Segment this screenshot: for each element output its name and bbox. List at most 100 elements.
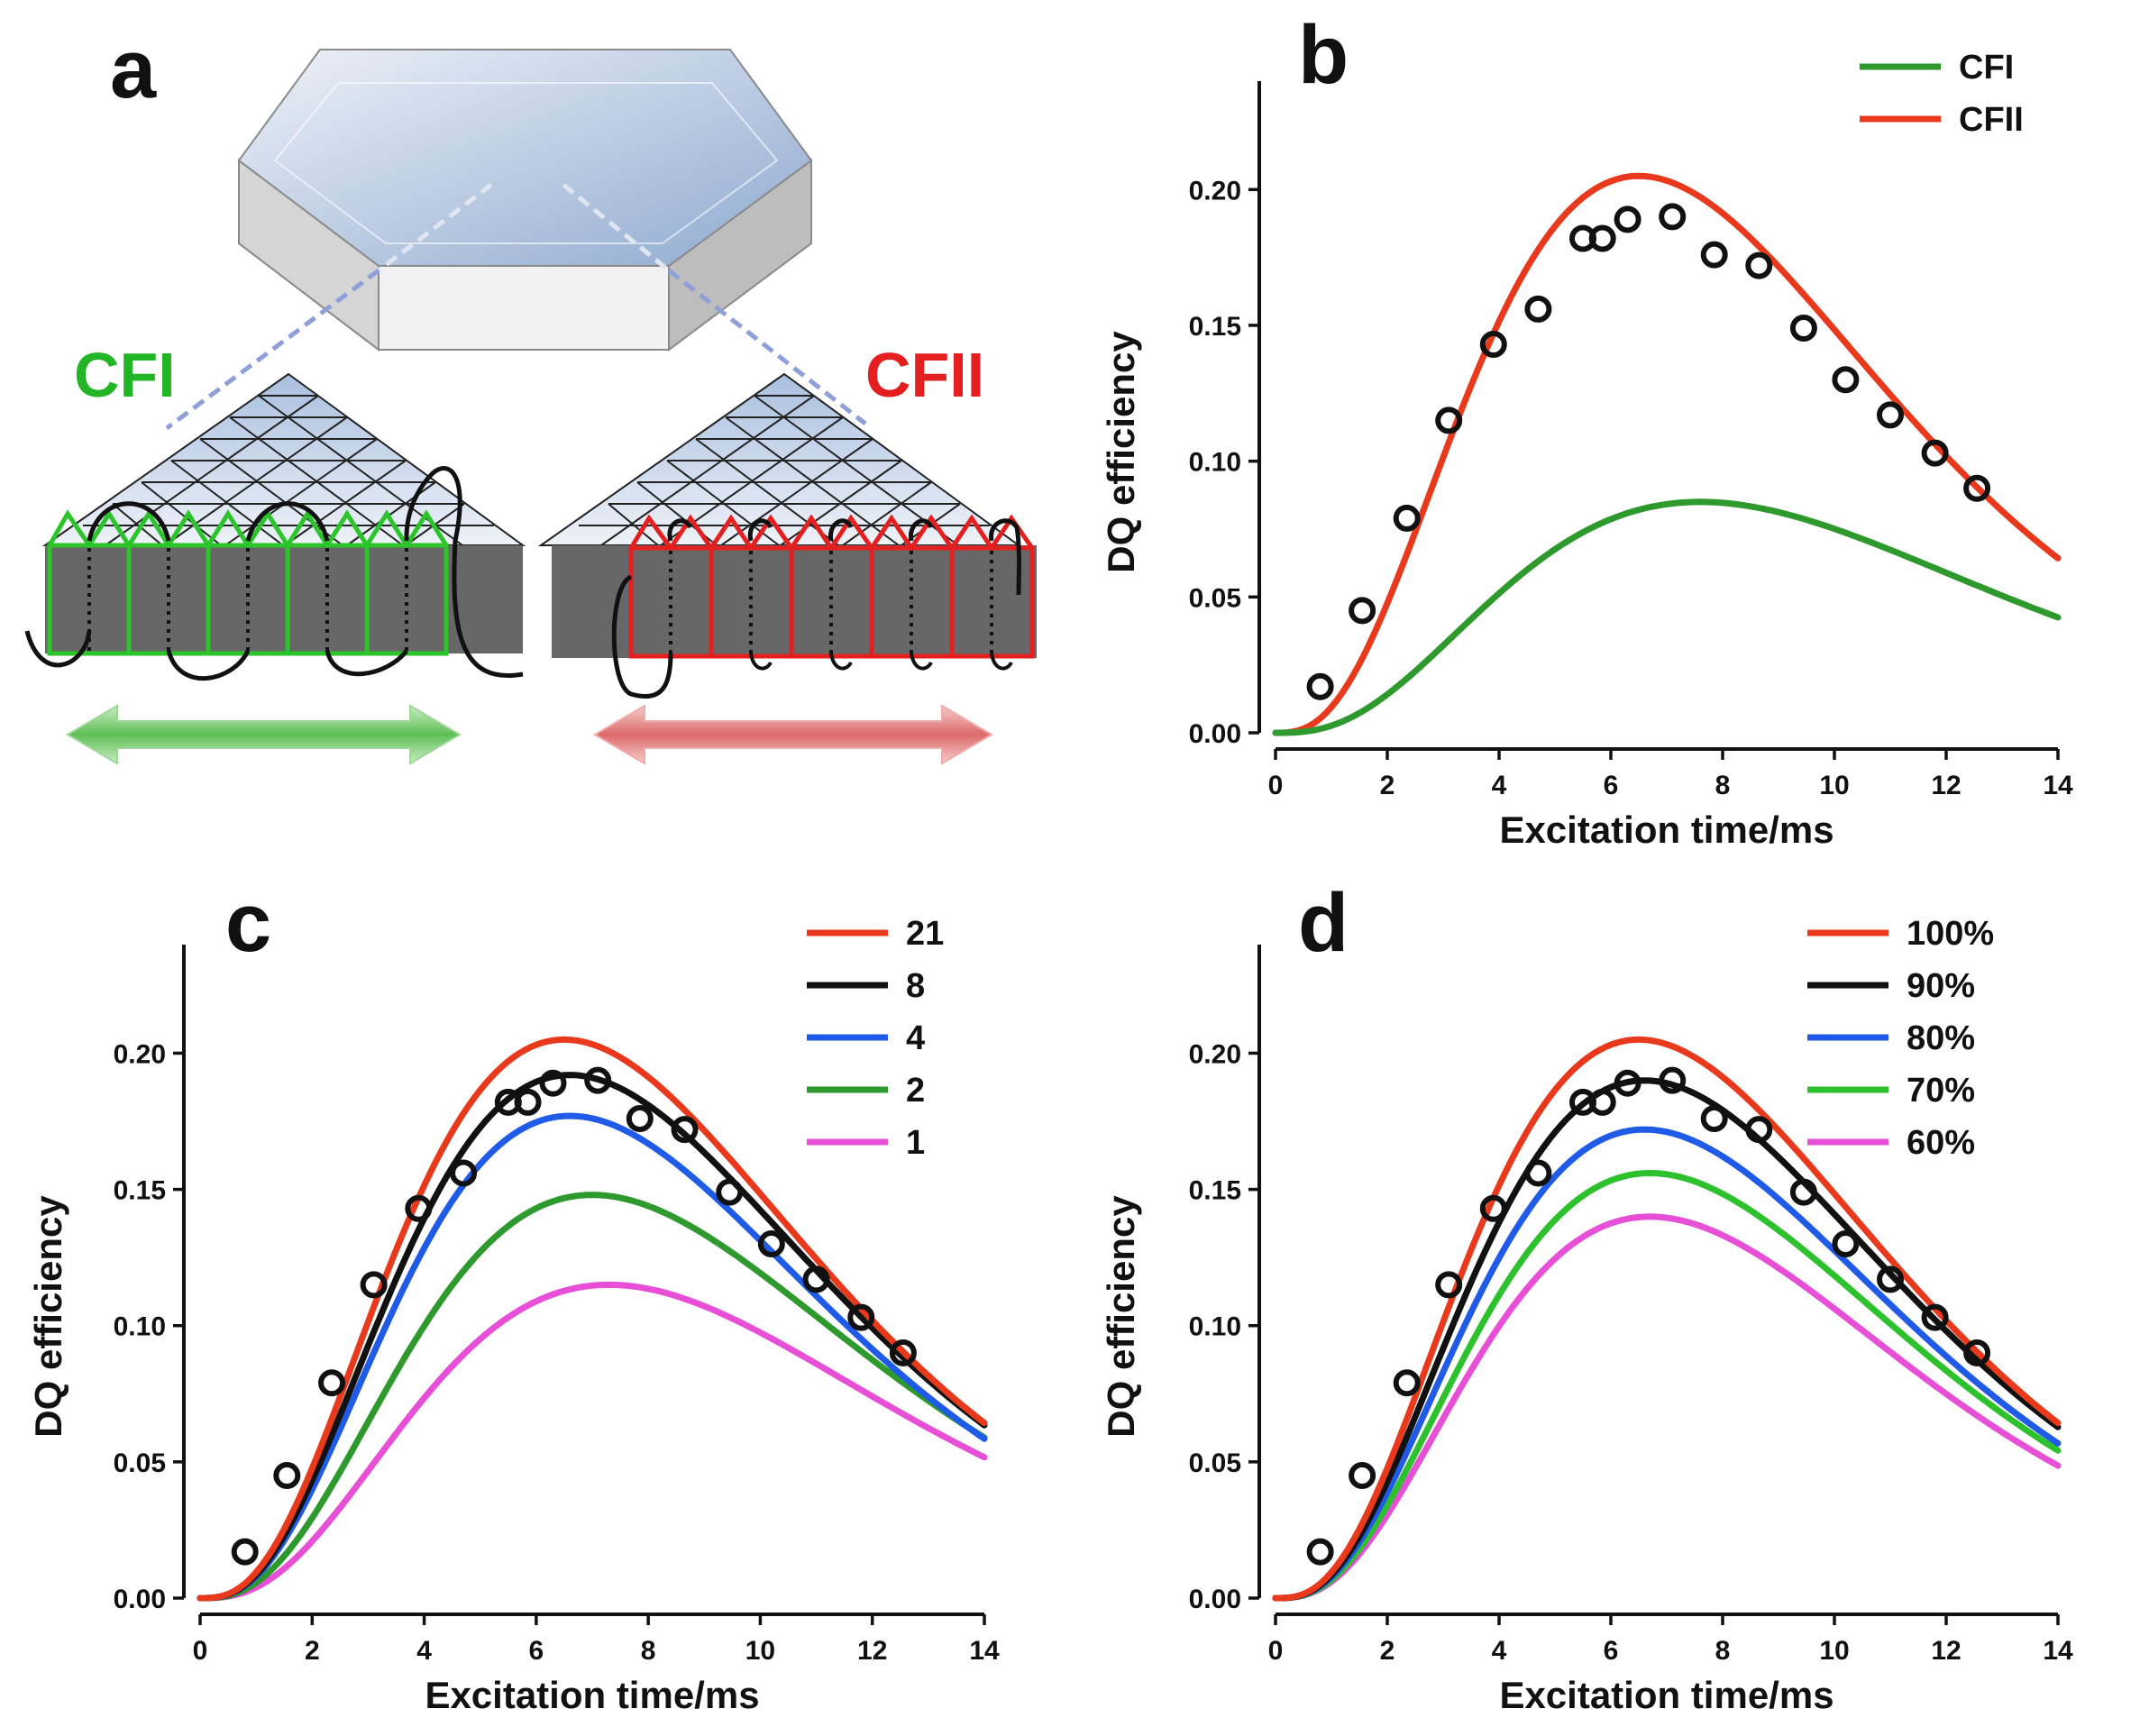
observed-point (802, 1265, 830, 1293)
series-line-100% (1272, 1036, 2062, 1602)
legend-label: CFII (1959, 101, 2024, 139)
observed-point (1832, 1230, 1860, 1258)
series-line-60% (1272, 1213, 2062, 1602)
x-tick-label: 8 (1715, 771, 1731, 800)
legend-label: 8 (906, 967, 925, 1005)
observed-point (1789, 314, 1817, 342)
observed-point (1588, 224, 1616, 252)
x-tick-label: 14 (2043, 771, 2073, 800)
observed-point (231, 1538, 259, 1566)
x-tick-label: 12 (1931, 1636, 1961, 1666)
y-tick-label: 0.20 (114, 1039, 166, 1069)
legend-label: 80% (1907, 1019, 1975, 1057)
legend-label: 70% (1907, 1072, 1975, 1110)
cfii-lattice-block (537, 372, 1037, 699)
observed-point (360, 1271, 388, 1299)
x-tick-label: 14 (2043, 1636, 2073, 1666)
observed-point (1700, 241, 1728, 269)
x-tick-label: 4 (416, 1636, 432, 1666)
y-tick-label: 0.05 (1189, 583, 1241, 613)
observed-point (1877, 1265, 1904, 1293)
y-axis-title: DQ efficiency (27, 1195, 69, 1438)
observed-point (1700, 1105, 1728, 1132)
series-line-70% (1272, 1170, 2062, 1602)
observed-point (1306, 672, 1334, 700)
panel-a-schematic: a CFI CFII (24, 23, 1037, 765)
legend-label: 1 (906, 1124, 925, 1162)
projection-lines (165, 183, 867, 431)
legend-label: 21 (906, 915, 944, 953)
x-axis-title: Excitation time/ms (1499, 809, 1834, 851)
series-line-CFI (1272, 498, 2062, 736)
y-tick-label: 0.00 (1189, 719, 1241, 749)
series-line-1 (197, 1281, 988, 1602)
cfi-label: CFI (74, 340, 176, 410)
y-axis-title: DQ efficiency (1100, 331, 1142, 573)
observed-point (1349, 597, 1376, 625)
observed-point (1435, 407, 1463, 434)
y-tick-label: 0.05 (114, 1448, 166, 1478)
observed-point (1659, 1066, 1687, 1094)
x-tick-label: 0 (193, 1636, 208, 1666)
x-tick-label: 6 (529, 1636, 544, 1666)
x-tick-label: 2 (1380, 771, 1395, 800)
x-tick-label: 12 (857, 1636, 887, 1666)
observed-point (847, 1303, 875, 1331)
panel-letter-b: b (1298, 9, 1349, 101)
observed-point (273, 1461, 301, 1489)
x-tick-label: 6 (1604, 771, 1619, 800)
cfi-double-arrow (66, 704, 462, 765)
panel-d-chart: d 0 2 4 6 8 10 12 14 0.00 0.05 0.10 0.15 0.20 Excitati… (1100, 877, 2073, 1716)
observed-point (1349, 1461, 1376, 1489)
observed-point (584, 1066, 612, 1094)
observed-point (1435, 1271, 1463, 1299)
observed-point (514, 1088, 542, 1116)
observed-point (1745, 1116, 1773, 1144)
x-tick-label: 2 (305, 1636, 320, 1666)
observed-point (450, 1159, 478, 1187)
observed-point (1877, 401, 1904, 429)
observed-point (1659, 203, 1687, 231)
y-tick-label: 0.10 (114, 1312, 166, 1342)
y-tick-label: 0.00 (1189, 1585, 1241, 1614)
series-line-80% (1272, 1126, 2062, 1602)
observed-point (539, 1069, 567, 1097)
legend-label: 60% (1907, 1124, 1975, 1162)
observed-point (1921, 439, 1949, 467)
y-tick-label: 0.15 (114, 1176, 166, 1206)
y-tick-label: 0.15 (1189, 312, 1241, 342)
observed-point (1614, 206, 1641, 233)
series-line-4 (197, 1112, 988, 1602)
x-tick-label: 0 (1268, 1636, 1284, 1666)
observed-point (1306, 1538, 1334, 1566)
observed-point (671, 1116, 699, 1144)
legend-label: CFI (1959, 49, 2014, 87)
series-line-CFII (1272, 172, 2062, 736)
x-tick-label: 14 (969, 1636, 1000, 1666)
hexagonal-crystal (237, 49, 813, 352)
panel-letter-d: d (1298, 877, 1349, 969)
cfii-double-arrow (593, 704, 993, 765)
legend-label: 90% (1907, 967, 1975, 1005)
observed-point (1614, 1069, 1641, 1097)
x-axis-title: Excitation time/ms (1499, 1674, 1834, 1716)
legend-label: 4 (906, 1019, 925, 1057)
observed-point (1832, 366, 1860, 394)
panel-letter-c: c (225, 877, 271, 969)
panel-letter-a: a (110, 23, 157, 115)
observed-point (1588, 1088, 1616, 1116)
y-axis-title: DQ efficiency (1100, 1195, 1142, 1438)
observed-point (889, 1339, 917, 1366)
observed-point (716, 1178, 744, 1206)
x-tick-label: 4 (1492, 771, 1507, 800)
cfii-label: CFII (865, 340, 984, 410)
observed-point (626, 1105, 654, 1132)
observed-point (757, 1230, 785, 1258)
observed-point (1524, 295, 1552, 323)
series-line-21 (197, 1036, 988, 1602)
x-tick-label: 6 (1604, 1636, 1619, 1666)
observed-point (1745, 251, 1773, 279)
observed-point (1393, 504, 1421, 532)
observed-point (1479, 331, 1507, 359)
